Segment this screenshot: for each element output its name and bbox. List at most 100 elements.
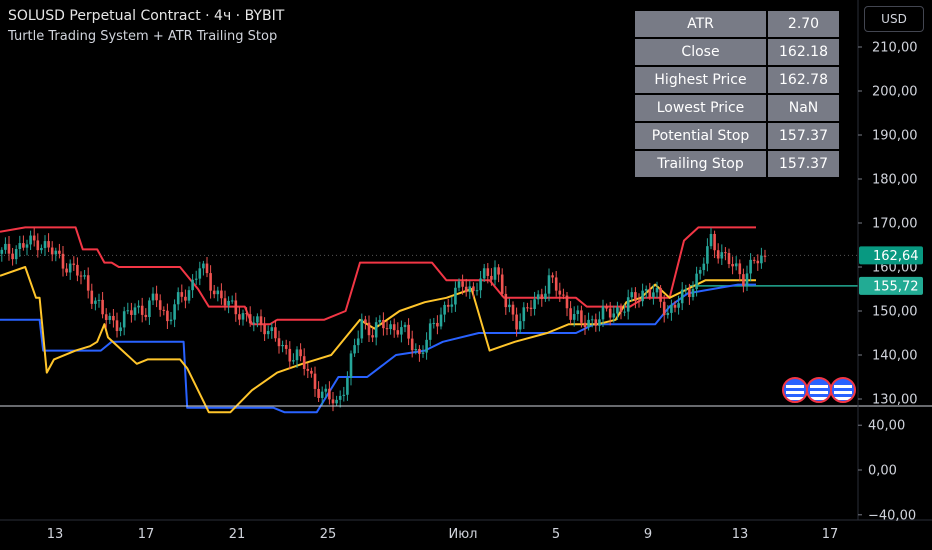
- table-row: ATR 2.70: [635, 11, 839, 37]
- potential-stop-label: Potential Stop: [635, 123, 766, 149]
- candle: [302, 356, 306, 369]
- candle: [191, 279, 194, 291]
- candle: [450, 304, 454, 307]
- candle: [367, 322, 371, 336]
- price-tick-label: 170,00: [872, 217, 918, 232]
- us-flag-icon[interactable]: [830, 377, 856, 403]
- candle: [158, 300, 162, 310]
- table-row: Close 162.18: [635, 39, 839, 65]
- candle: [698, 270, 702, 274]
- candle: [637, 301, 641, 303]
- candle: [198, 268, 202, 279]
- candle: [428, 323, 432, 340]
- candle: [0, 249, 4, 254]
- candle: [14, 249, 18, 260]
- lowest-price-value: NaN: [768, 95, 839, 121]
- price-tick-label: 210,00: [872, 41, 918, 56]
- candle: [580, 310, 583, 323]
- candle: [490, 275, 493, 280]
- candle: [601, 306, 605, 320]
- candle: [720, 252, 724, 259]
- candle: [36, 240, 40, 251]
- candle: [695, 273, 698, 290]
- candle: [144, 314, 148, 318]
- trailing-stop-value: 157.37: [768, 151, 839, 177]
- candle: [562, 294, 565, 296]
- candle: [4, 243, 7, 250]
- candle: [385, 328, 389, 330]
- time-tick-label: 17: [138, 527, 155, 542]
- candle: [446, 304, 450, 307]
- highest-price-value: 162.78: [768, 67, 839, 93]
- candle: [216, 290, 220, 295]
- candle: [245, 313, 248, 315]
- candle: [176, 292, 180, 305]
- time-tick-label: 21: [229, 527, 246, 542]
- candle: [248, 314, 252, 324]
- candle: [486, 268, 490, 276]
- candle: [641, 290, 644, 302]
- us-flag-icon[interactable]: [806, 377, 832, 403]
- candle: [54, 250, 58, 255]
- candle: [310, 370, 313, 374]
- candle: [122, 311, 126, 328]
- candle: [112, 315, 115, 321]
- candle: [547, 275, 551, 294]
- candle: [724, 252, 727, 254]
- candle: [130, 310, 133, 315]
- candle: [284, 345, 288, 349]
- candle: [205, 263, 209, 274]
- stop-level-label: 155,72: [873, 279, 919, 294]
- candle: [457, 281, 461, 288]
- candle: [482, 268, 486, 279]
- candle: [475, 290, 479, 292]
- candle: [652, 292, 655, 297]
- candle: [461, 281, 464, 287]
- candle: [666, 312, 670, 316]
- indicator-name[interactable]: Turtle Trading System + ATR Trailing Sto…: [8, 29, 278, 44]
- trailing-stop-label: Trailing Stop: [635, 151, 766, 177]
- table-row: Potential Stop 157.37: [635, 123, 839, 149]
- candle: [644, 288, 648, 291]
- candle: [565, 295, 569, 309]
- candle: [61, 253, 65, 269]
- candle: [536, 294, 540, 300]
- candle: [101, 299, 104, 315]
- candle: [223, 298, 227, 306]
- highest-price-label: Highest Price: [635, 67, 766, 93]
- candle: [572, 314, 576, 320]
- price-tick-label: 180,00: [872, 173, 918, 188]
- candle: [713, 233, 716, 251]
- currency-button[interactable]: USD: [864, 6, 924, 32]
- candle: [187, 290, 191, 301]
- candle: [335, 399, 338, 404]
- candle: [320, 391, 324, 398]
- candle: [360, 319, 364, 339]
- candle: [616, 307, 619, 314]
- candle: [166, 310, 169, 322]
- candle: [414, 348, 418, 351]
- us-flag-icon[interactable]: [782, 377, 808, 403]
- osc-tick-label: −40,00: [868, 508, 916, 523]
- candle: [626, 297, 630, 312]
- candle: [407, 324, 410, 339]
- time-tick-label: Июл: [449, 527, 478, 542]
- candle: [382, 319, 385, 329]
- candle: [47, 241, 50, 248]
- candle: [83, 275, 86, 277]
- candle: [763, 255, 767, 257]
- candle: [443, 304, 446, 315]
- candle: [194, 278, 198, 280]
- candle: [162, 309, 166, 311]
- candle: [29, 235, 32, 245]
- candle: [58, 250, 61, 254]
- candle: [263, 324, 266, 335]
- candle: [684, 289, 688, 291]
- candle: [234, 300, 238, 315]
- candle: [659, 288, 662, 302]
- candle: [727, 253, 731, 265]
- candle: [468, 286, 472, 293]
- time-tick-label: 5: [552, 527, 560, 542]
- candle: [184, 296, 187, 301]
